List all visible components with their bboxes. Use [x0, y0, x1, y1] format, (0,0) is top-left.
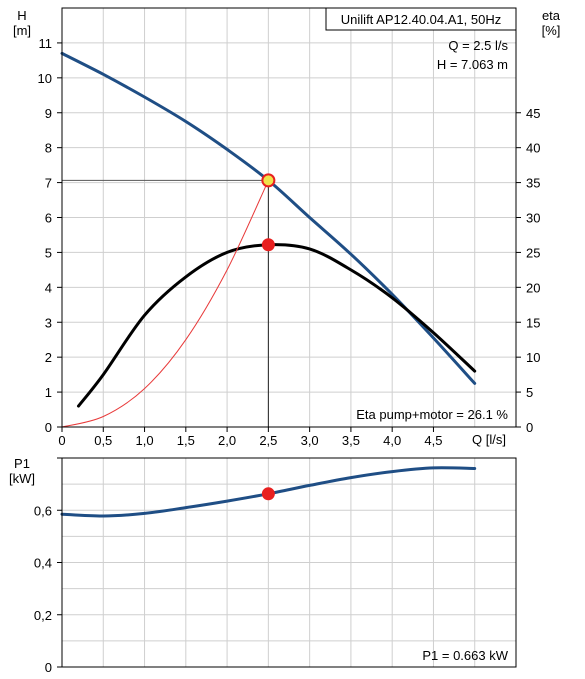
p1-axis-unit: [kW] [9, 471, 35, 486]
x-tick-label: 0,5 [94, 433, 112, 448]
chart-title: Unilift AP12.40.04.A1, 50Hz [341, 12, 501, 27]
top-chart-grid [62, 8, 516, 427]
p1-tick-label: 0,6 [34, 503, 52, 518]
x-tick-label: 1,5 [177, 433, 195, 448]
x-axis-title: Q [l/s] [472, 432, 506, 447]
y-tick-label: 8 [45, 141, 52, 156]
y-tick-label: 1 [45, 385, 52, 400]
bottom-chart-ticks: 0 0,2 0,4 0,6 [34, 457, 62, 675]
y2-tick-label: 10 [526, 350, 540, 365]
y-axis-title: H [17, 8, 26, 23]
x-tick-label: 4,0 [383, 433, 401, 448]
y2-tick-label: 40 [526, 141, 540, 156]
p1-tick-label: 0,2 [34, 608, 52, 623]
y-tick-label: 9 [45, 106, 52, 121]
y-tick-label: 7 [45, 176, 52, 191]
y2-tick-label: 5 [526, 385, 533, 400]
head-readout: H = 7.063 m [437, 57, 508, 72]
bottom-chart-grid [62, 457, 516, 667]
y-tick-label: 2 [45, 350, 52, 365]
chart-title-box [325, 7, 517, 31]
y2-axis-title: eta [542, 8, 561, 23]
y-tick-label: 11 [39, 36, 53, 51]
x-tick-label: 3,0 [301, 433, 319, 448]
y2-tick-label: 25 [526, 245, 540, 260]
top-chart-ticks: 0 0,5 1,0 1,5 2,0 2,5 3,0 3,5 4,0 4,5012345678910… [38, 36, 541, 448]
x-tick-label: 1,0 [136, 433, 154, 448]
duty-point-marker [261, 173, 276, 188]
p1-axis-title: P1 [14, 456, 30, 471]
system-curve [61, 179, 269, 428]
y2-axis-unit: [%] [542, 23, 561, 38]
top-chart-curves [60, 51, 477, 428]
y-tick-label: 5 [45, 245, 52, 260]
x-tick-label: 2,5 [259, 433, 277, 448]
y2-tick-label: 45 [526, 106, 540, 121]
efficiency-point-marker [261, 238, 275, 252]
y-tick-label: 4 [45, 280, 52, 295]
power-point-marker [261, 487, 275, 501]
p1-tick-label: 0 [45, 660, 52, 675]
y-tick-label: 6 [45, 211, 52, 226]
y-tick-label: 0 [45, 420, 52, 435]
y2-tick-label: 0 [526, 420, 533, 435]
y-tick-label: 3 [45, 315, 52, 330]
y2-tick-label: 30 [526, 211, 540, 226]
bottom-plot-frame [61, 457, 517, 668]
y2-tick-label: 20 [526, 280, 540, 295]
efficiency-readout: Eta pump+motor = 26.1 % [356, 407, 508, 422]
top-plot-frame [61, 7, 517, 428]
x-tick-label: 4,5 [424, 433, 442, 448]
x-tick-label: 3,5 [342, 433, 360, 448]
flow-readout: Q = 2.5 l/s [448, 38, 508, 53]
efficiency-curve [77, 243, 477, 408]
y2-tick-label: 15 [526, 315, 540, 330]
x-tick-label: 0 [58, 433, 65, 448]
y-axis-unit: [m] [13, 23, 31, 38]
y-tick-label: 10 [38, 71, 52, 86]
x-tick-label: 2,0 [218, 433, 236, 448]
bottom-chart-curves [60, 466, 477, 518]
power-readout: P1 = 0.663 kW [422, 648, 508, 663]
y2-tick-label: 35 [526, 176, 540, 191]
p1-tick-label: 0,4 [34, 556, 52, 571]
